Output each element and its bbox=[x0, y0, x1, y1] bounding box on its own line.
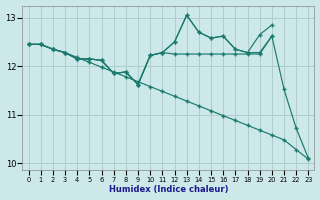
X-axis label: Humidex (Indice chaleur): Humidex (Indice chaleur) bbox=[109, 185, 228, 194]
